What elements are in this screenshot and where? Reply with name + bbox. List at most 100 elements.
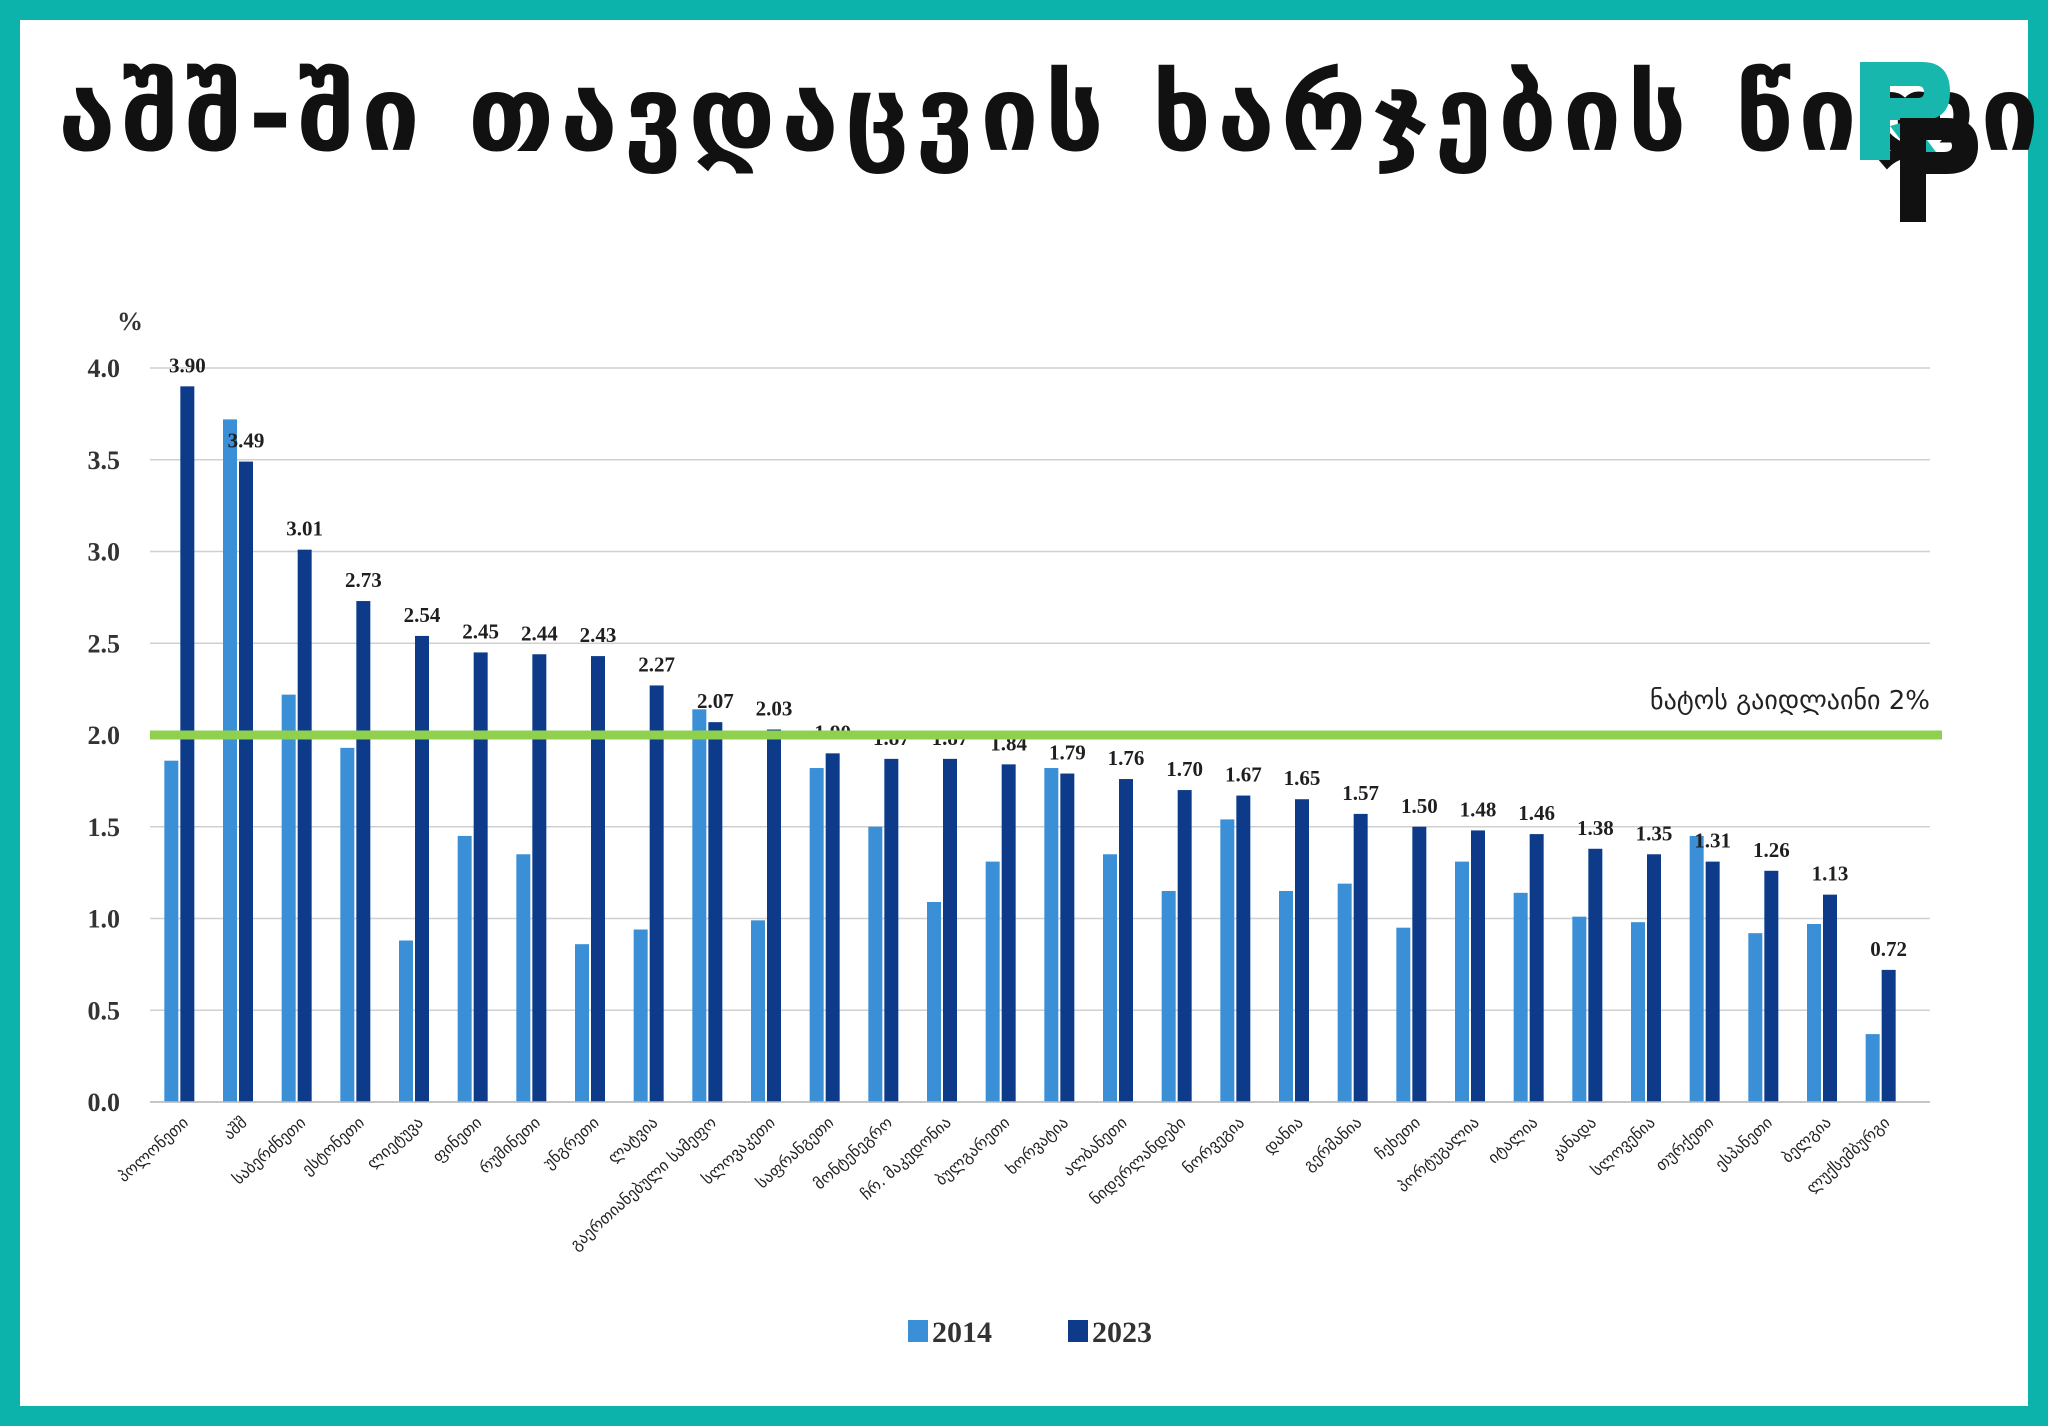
bar-2014 — [1455, 861, 1469, 1102]
x-tick-label: უნგრეთი — [539, 1113, 602, 1173]
x-tick-label: პოლონეთი — [114, 1113, 192, 1186]
bar-2023 — [1647, 854, 1661, 1102]
data-label: 2.27 — [638, 652, 675, 676]
data-label: 3.90 — [169, 353, 206, 377]
bar-2014 — [340, 747, 355, 1102]
bar-2014 — [516, 854, 531, 1102]
legend-label-2023: 2023 — [1092, 1316, 1152, 1349]
bar-2014 — [751, 920, 765, 1102]
bar-2023 — [1764, 870, 1779, 1102]
bar-2014 — [223, 419, 237, 1102]
y-tick-label: 0.5 — [88, 996, 121, 1025]
bar-2023 — [356, 601, 371, 1102]
x-tick-label: ფინეთი — [429, 1113, 486, 1167]
y-tick-label: 3.5 — [88, 446, 121, 475]
data-label: 2.45 — [462, 619, 499, 643]
data-label: 2.07 — [697, 689, 734, 713]
y-tick-label: 2.0 — [88, 721, 121, 750]
data-label: 2.44 — [521, 621, 558, 645]
bar-2014 — [1631, 922, 1645, 1102]
bar-2014 — [1337, 883, 1352, 1102]
data-label: 1.31 — [1694, 829, 1731, 853]
bar-2014 — [164, 760, 179, 1102]
data-label: 3.01 — [286, 517, 323, 541]
bar-2023 — [297, 549, 312, 1102]
bar-2023 — [1353, 813, 1368, 1102]
data-label: 1.38 — [1577, 816, 1614, 840]
x-tick-label: სლოვენია — [1587, 1113, 1658, 1180]
y-tick-label: 3.0 — [88, 538, 121, 567]
bar-2023 — [239, 461, 253, 1103]
x-tick-label: იტალია — [1484, 1113, 1542, 1167]
bar-2023 — [1529, 834, 1544, 1102]
bar-2014 — [927, 901, 941, 1102]
bar-2023 — [1412, 826, 1427, 1102]
bar-2023 — [1295, 799, 1309, 1102]
bar-2014 — [633, 929, 648, 1102]
bar-2023 — [591, 656, 605, 1102]
legend-swatch-2023 — [1068, 1320, 1088, 1342]
bar-2023 — [473, 652, 488, 1102]
bar-2014 — [1220, 819, 1235, 1102]
data-label: 1.57 — [1342, 781, 1379, 805]
bar-2014 — [1865, 1034, 1880, 1102]
bar-2014 — [281, 694, 296, 1102]
bar-2023 — [1236, 795, 1251, 1102]
x-tick-label: კანადა — [1547, 1113, 1600, 1163]
bar-2023 — [180, 386, 195, 1103]
bar-2023 — [532, 654, 547, 1102]
data-label: 1.70 — [1166, 757, 1203, 781]
bar-2023 — [1177, 790, 1192, 1102]
bar-2014 — [457, 835, 472, 1102]
data-label: 1.13 — [1812, 862, 1849, 886]
data-label: 1.76 — [1108, 746, 1145, 770]
y-axis-label: % — [117, 307, 143, 336]
data-label: 1.67 — [1225, 763, 1262, 787]
bar-2023 — [884, 758, 899, 1102]
data-label: 3.49 — [228, 429, 265, 453]
y-tick-label: 4.0 — [88, 354, 121, 383]
x-tick-label: ესპანეთი — [1711, 1113, 1776, 1174]
bar-2023 — [415, 635, 429, 1102]
x-tick-label: რუმინეთი — [475, 1113, 544, 1178]
data-label: 1.65 — [1284, 766, 1321, 790]
x-tick-label: აშშ — [220, 1113, 251, 1144]
bar-2014 — [1279, 890, 1293, 1102]
data-label: 1.26 — [1753, 838, 1790, 862]
bar-2014 — [985, 861, 1000, 1102]
data-label: 1.79 — [1049, 741, 1086, 765]
bar-2014 — [1572, 916, 1587, 1102]
x-tick-label: გერმანია — [1300, 1113, 1366, 1175]
bar-2014 — [1513, 892, 1528, 1102]
bar-2023 — [1881, 969, 1896, 1102]
data-label: 2.03 — [756, 696, 793, 720]
data-label: 1.46 — [1518, 801, 1555, 825]
bar-2014 — [1396, 927, 1411, 1102]
bar-2023 — [767, 729, 781, 1102]
data-label: 2.43 — [580, 623, 617, 647]
x-tick-label: ესტონეთი — [298, 1113, 368, 1179]
bar-2014 — [1103, 854, 1117, 1102]
guideline-label: ნატოს გაიდლაინი 2% — [1650, 686, 1930, 716]
bar-2023 — [1119, 779, 1133, 1102]
x-tick-label: დანია — [1260, 1113, 1307, 1158]
bar-2023 — [825, 753, 840, 1102]
data-label: 1.48 — [1460, 797, 1497, 821]
bar-2023 — [708, 722, 723, 1102]
x-tick-label: თურქეთი — [1652, 1113, 1718, 1175]
legend-label-2014: 2014 — [932, 1316, 992, 1349]
y-tick-label: 1.5 — [88, 813, 121, 842]
bar-2023 — [1471, 830, 1485, 1102]
legend-swatch-2014 — [908, 1320, 928, 1342]
logo-icon — [1860, 62, 1978, 222]
bar-2023 — [943, 758, 957, 1102]
bar-2023 — [649, 685, 664, 1102]
bar-2014 — [692, 709, 707, 1102]
bar-2014 — [809, 768, 824, 1102]
bar-2014 — [1748, 933, 1763, 1102]
bar-2014 — [399, 940, 413, 1102]
data-label: 2.73 — [345, 568, 382, 592]
bar-2023 — [1060, 773, 1075, 1102]
bar-2023 — [1705, 861, 1720, 1102]
